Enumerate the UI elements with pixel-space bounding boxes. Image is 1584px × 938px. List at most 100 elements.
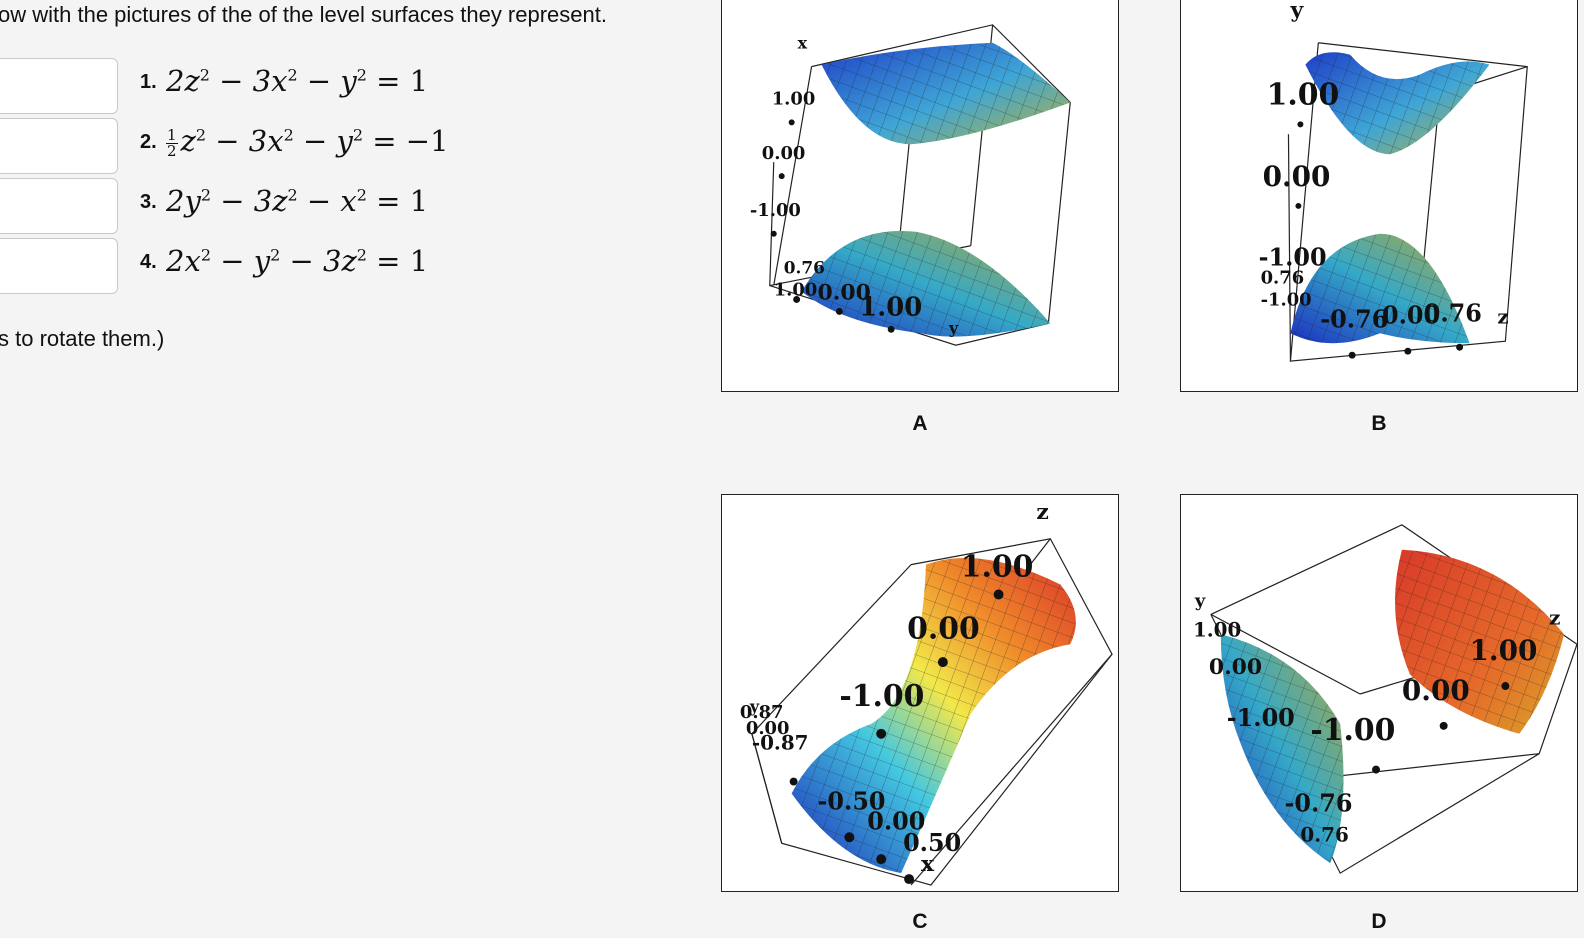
equation-row-1: 1. 2z2 − 3x2 − y2 = 1: [0, 58, 700, 116]
eq-exp: 2: [200, 185, 212, 205]
surface-plot-b[interactable]: y z 1.00 0.00 -1.00 0.76 -1.00 -0.76 0.0…: [1180, 0, 1578, 392]
tick-label: 1.00: [961, 550, 1034, 585]
eq-part: − 3x: [206, 124, 284, 158]
equation-row-2: 2. 1 2 z2 − 3x2 − y2 = −1: [0, 118, 700, 176]
equation-number: 3.: [140, 191, 157, 213]
tick-label: 0.00: [907, 611, 980, 646]
equation-row-4: 4. 2x2 − y2 − 3z2 = 1: [0, 238, 700, 296]
eq-part: = −1: [363, 124, 449, 158]
tick-label: -0.87: [752, 731, 809, 755]
eq-part: − y: [211, 244, 271, 278]
fraction-denominator: 2: [167, 141, 177, 160]
surface-plot-d-graphic: y z 1.00 0.00 -1.00 1.00 0.00 -1.00 -0.7…: [1193, 524, 1577, 874]
eq-part: z: [180, 124, 196, 158]
tick-label: -0.76: [1320, 305, 1388, 333]
axis-label-x: x: [921, 851, 935, 877]
eq-part: − x: [297, 184, 357, 218]
tick-label: -1.00: [839, 679, 924, 714]
equation-text: 1 2 z2 − 3x2 − y2 = −1: [166, 124, 449, 159]
eq-exp: 2: [199, 65, 210, 85]
tick-label: 0.76: [784, 258, 825, 278]
eq-part: − y: [297, 64, 357, 98]
panel-label-b: B: [1371, 412, 1387, 435]
tick-label: 1.00: [859, 292, 922, 322]
axis-label-y: y: [749, 697, 760, 716]
tick-label: 0.87: [740, 702, 784, 723]
eq-exp: 2: [287, 185, 298, 205]
equation-text: 2x2 − y2 − 3z2 = 1: [166, 244, 428, 278]
fraction-numerator: 1: [166, 125, 178, 144]
tick-label: -0.50: [818, 787, 886, 815]
tick-label: 1.00: [1470, 634, 1538, 667]
surface-plot-a-graphic: x y 1.00 0.00 -1.00 0.76 1.00 0.00 1.00: [750, 24, 1071, 346]
eq-part: = 1: [366, 244, 429, 278]
equation-number: 1.: [140, 71, 157, 93]
eq-exp: 2: [283, 125, 294, 145]
equation-row-3: 3. 2y2 − 3z2 − x2 = 1: [0, 178, 700, 236]
axis-label-z: z: [1549, 605, 1560, 629]
surface-plot-c-graphic: z y x 1.00 0.00 -1.00 0.87 0.00 -0.87 -0…: [740, 499, 1113, 886]
eq-part: − 3z: [211, 184, 288, 218]
tick-label: 0.76: [1300, 822, 1348, 846]
tick-label: 1.00: [774, 279, 818, 300]
panel-label-d: D: [1371, 910, 1387, 933]
tick-label: 0.00: [818, 279, 871, 305]
axis-label-z: z: [1036, 499, 1048, 525]
answer-input-4[interactable]: [0, 238, 118, 294]
tick-label: 1.00: [772, 88, 816, 109]
axis-label-y: y: [948, 318, 959, 337]
tick-label: -1.00: [1227, 704, 1295, 732]
equation-number: 4.: [140, 251, 157, 273]
eq-part: = 1: [366, 184, 429, 218]
tick-label: 0.50: [903, 829, 961, 857]
eq-exp: 2: [352, 125, 364, 145]
panel-label-c: C: [912, 910, 928, 933]
axis-label-y: y: [1194, 590, 1206, 611]
tick-label: -1.00: [1259, 244, 1327, 272]
tick-label: 0.00: [867, 807, 925, 835]
rotate-hint-text: s to rotate them.): [0, 326, 165, 351]
answer-input-1[interactable]: [0, 58, 118, 114]
surface-plot-b-graphic: y z 1.00 0.00 -1.00 0.76 -1.00 -0.76 0.0…: [1259, 0, 1528, 362]
tick-label: 1.00: [1193, 617, 1241, 641]
instructions-text: ow with the pictures of the of the level…: [0, 2, 607, 27]
eq-exp: 2: [287, 65, 298, 85]
answer-input-2[interactable]: [0, 118, 118, 174]
tick-label: 0.76: [1424, 299, 1482, 327]
tick-label: -1.00: [750, 200, 801, 221]
eq-exp: 2: [356, 65, 367, 85]
eq-exp: 2: [356, 245, 367, 265]
tick-label: 0.00: [746, 718, 790, 739]
tick-label: 0.00: [1209, 654, 1262, 680]
answer-input-3[interactable]: [0, 178, 118, 234]
panel-label-a: A: [912, 412, 928, 435]
tick-label: 0.00: [1402, 674, 1470, 707]
tick-label: 0.00: [1263, 160, 1331, 193]
eq-exp: 2: [270, 245, 281, 265]
tick-label: 0.76: [1261, 268, 1305, 289]
eq-part: − 3x: [209, 64, 288, 98]
surface-plot-c[interactable]: z y x 1.00 0.00 -1.00 0.87 0.00 -0.87 -0…: [721, 494, 1119, 892]
tick-label: -0.76: [1284, 789, 1352, 817]
surface-plot-a[interactable]: x y 1.00 0.00 -1.00 0.76 1.00 0.00 1.00: [721, 0, 1119, 392]
eq-part: 2z: [166, 64, 200, 98]
eq-exp: 2: [356, 185, 367, 205]
tick-label: -1.00: [1261, 289, 1312, 310]
equation-text: 2y2 − 3z2 − x2 = 1: [166, 184, 428, 218]
equation-number: 2.: [140, 131, 157, 153]
eq-part: − 3z: [280, 244, 357, 278]
axis-label-y: y: [1289, 0, 1304, 23]
tick-label: 0.00: [762, 143, 806, 164]
axis-label-z: z: [1497, 304, 1508, 328]
tick-label: 1.00: [1267, 77, 1340, 112]
axis-label-x: x: [798, 34, 808, 53]
eq-part: = 1: [366, 64, 429, 98]
eq-part: − y: [293, 124, 353, 158]
surface-plot-d[interactable]: y z 1.00 0.00 -1.00 1.00 0.00 -1.00 -0.7…: [1180, 494, 1578, 892]
eq-exp: 2: [200, 245, 211, 265]
tick-label: -1.00: [1310, 713, 1395, 748]
equation-text: 2z2 − 3x2 − y2 = 1: [166, 64, 428, 98]
eq-part: 2y: [166, 184, 201, 218]
tick-label: 0.00: [1382, 301, 1440, 329]
